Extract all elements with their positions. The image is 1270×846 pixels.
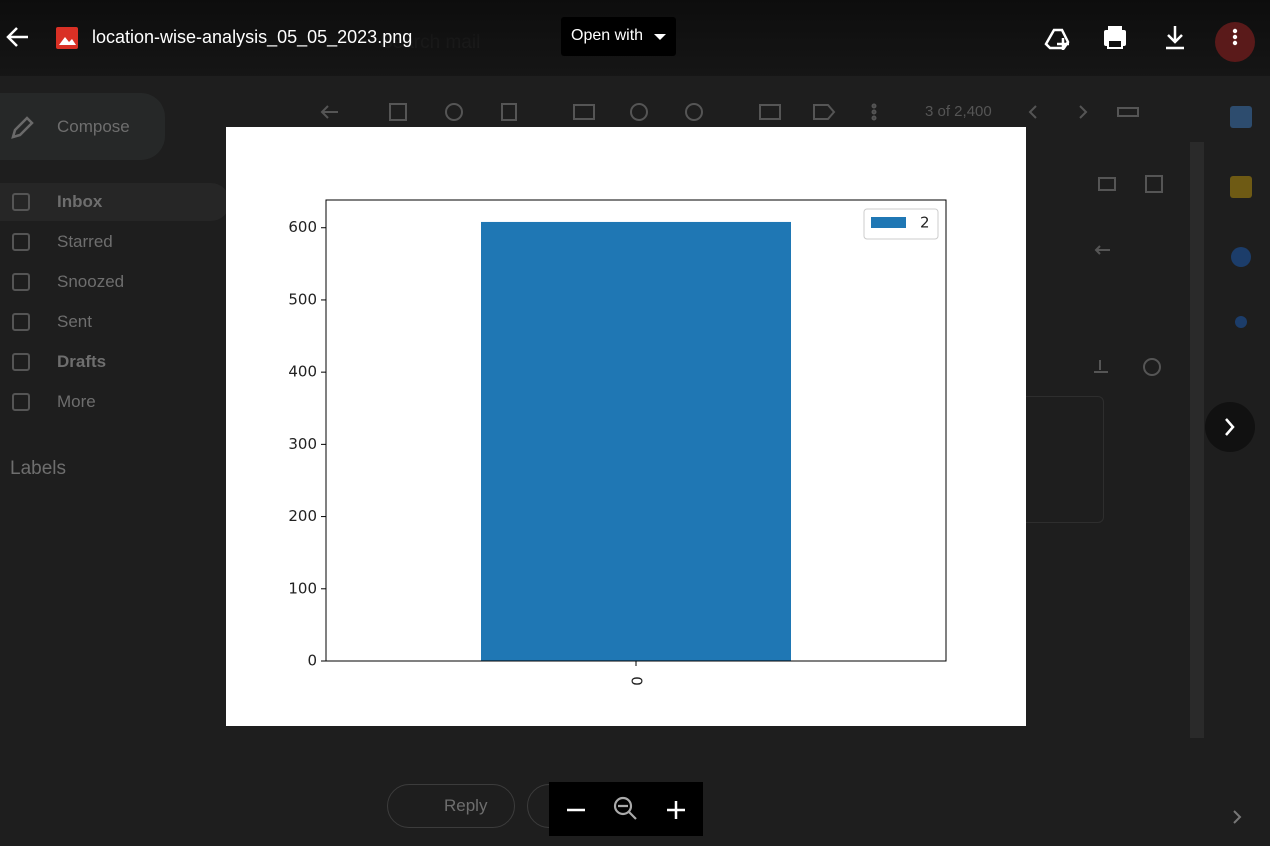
nav-label: Starred (57, 232, 113, 251)
nav-icon (12, 273, 30, 291)
nav-item[interactable]: Inbox (0, 183, 230, 221)
nav-item[interactable]: Starred (0, 223, 230, 261)
scrollbar (1190, 142, 1204, 738)
pager-icons (1028, 105, 1139, 119)
next-button[interactable] (1205, 402, 1257, 454)
compose-icon (11, 116, 34, 139)
nav-label: More (57, 392, 96, 411)
chart: 0 100 200 300 400 500 600 0 2 (226, 127, 1026, 726)
side-apps (1230, 106, 1252, 328)
file-name: location-wise-analysis_05_05_2023.png (92, 27, 413, 47)
legend-label: 2 (920, 214, 930, 232)
header-actions[interactable] (1036, 20, 1270, 64)
nav-icon (12, 393, 30, 411)
zoom-controls[interactable] (549, 782, 703, 836)
reply-label: Reply (444, 796, 488, 815)
nav-list: Inbox Starred Snoozed Sent Drafts More (0, 183, 240, 423)
expand-arrow[interactable] (1228, 806, 1248, 828)
open-with-caret (654, 34, 666, 40)
nav-item[interactable]: More (0, 383, 230, 421)
y-tick-label: 100 (288, 579, 317, 597)
legend-swatch (871, 217, 906, 228)
y-tick-label: 400 (288, 363, 317, 381)
y-tick-label: 500 (288, 290, 317, 308)
nav-icon (12, 233, 30, 251)
file-type-icon (56, 27, 78, 49)
toolbar-icons (320, 103, 877, 121)
bar (481, 221, 791, 661)
compose-label: Compose (57, 117, 130, 136)
y-tick-label: 600 (288, 218, 317, 236)
y-tick-label: 200 (288, 507, 317, 525)
reply-button[interactable] (387, 784, 515, 828)
nav-label: Drafts (57, 352, 107, 371)
y-tick-label: 0 (307, 652, 317, 670)
message-icons (1094, 175, 1163, 376)
plot-frame (325, 199, 947, 662)
nav-label: Sent (57, 312, 92, 331)
y-tick-label: 300 (288, 435, 317, 453)
nav-item[interactable]: Snoozed (0, 263, 230, 301)
nav-label: Snoozed (57, 272, 125, 291)
message-counter: 3 of 2,400 (925, 103, 992, 120)
nav-item[interactable]: Drafts (0, 343, 230, 381)
x-tick-label: 0 (628, 676, 646, 686)
nav-label: Inbox (57, 192, 103, 211)
nav-icon (12, 353, 30, 371)
back-button[interactable] (4, 24, 34, 52)
nav-item[interactable]: Sent (0, 303, 230, 341)
open-with-label: Open with (571, 27, 644, 44)
labels-heading: Labels (10, 458, 66, 479)
nav-icon (12, 193, 30, 211)
nav-icon (12, 313, 30, 331)
